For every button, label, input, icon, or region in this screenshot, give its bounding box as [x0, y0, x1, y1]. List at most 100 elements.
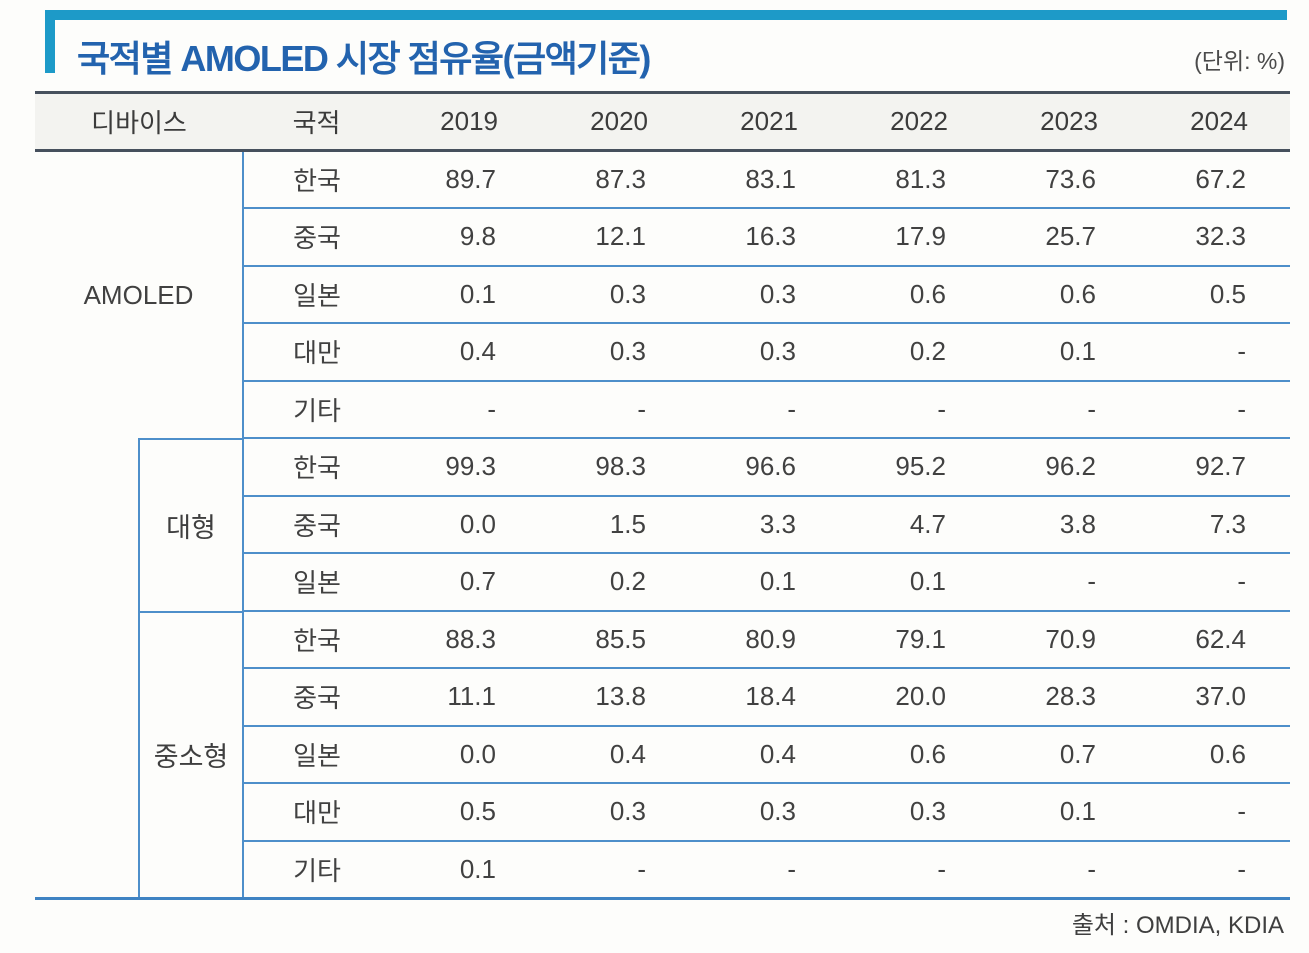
table-row: 중국 9.8 12.1 16.3 17.9 25.7 32.3 [35, 207, 1290, 266]
value-cell: 32.3 [1140, 207, 1290, 266]
value-cell: - [690, 379, 840, 438]
table-row: 기타 - - - - - - [35, 379, 1290, 438]
value-cell: 0.4 [390, 322, 540, 381]
value-cell: 85.5 [540, 609, 690, 668]
column-header-2023: 2023 [990, 91, 1140, 152]
value-cell: 1.5 [540, 494, 690, 553]
table-row: 기타 0.1 - - - - - [35, 839, 1290, 898]
value-cell: 0.3 [690, 782, 840, 841]
value-cell: 7.3 [1140, 494, 1290, 553]
table-header-row: 디바이스 국적 2019 2020 2021 2022 2023 2024 [35, 91, 1290, 152]
value-cell: 81.3 [895, 164, 946, 194]
value-cell: - [690, 839, 840, 898]
value-cell: 0.7 [390, 552, 540, 611]
nation-cell: 일본 [243, 724, 390, 783]
value-cell: 92.7 [1140, 437, 1290, 496]
value-cell: 0.1 [840, 552, 990, 611]
value-cell: 80.9 [690, 609, 840, 668]
nation-cell: 한국 [293, 166, 341, 196]
value-cell: 0.1 [990, 782, 1140, 841]
value-cell: 3.3 [690, 494, 840, 553]
value-cell: 95.2 [840, 437, 990, 496]
value-cell: 0.3 [690, 264, 840, 323]
value-cell: 96.2 [990, 437, 1140, 496]
value-cell: 16.3 [690, 207, 840, 266]
value-cell: 12.1 [540, 207, 690, 266]
value-cell: 98.3 [540, 437, 690, 496]
value-cell: 0.4 [690, 724, 840, 783]
table-row: 일본 0.1 0.3 0.3 0.6 0.6 0.5 [35, 264, 1290, 323]
value-cell: 62.4 [1140, 609, 1290, 668]
value-cell: 0.6 [840, 264, 990, 323]
value-cell: 70.9 [990, 609, 1140, 668]
value-cell: 73.6 [1045, 164, 1096, 194]
value-cell: 87.3 [595, 164, 646, 194]
value-cell: 0.5 [390, 782, 540, 841]
value-cell: 0.0 [390, 724, 540, 783]
value-cell: 0.1 [990, 322, 1140, 381]
table-row: 대만 0.5 0.3 0.3 0.3 0.1 - [35, 782, 1290, 841]
unit-label: (단위: %) [1194, 48, 1285, 74]
table-row: 대만 0.4 0.3 0.3 0.2 0.1 - [35, 322, 1290, 381]
column-header-device: 디바이스 [35, 91, 243, 152]
page-title: 국적별 AMOLED 시장 점유율(금액기준) [77, 38, 651, 79]
value-cell: 20.0 [840, 667, 990, 726]
nation-cell: 대만 [243, 322, 390, 381]
value-cell: 17.9 [840, 207, 990, 266]
value-cell: 0.1 [390, 839, 540, 898]
column-header-2021: 2021 [690, 91, 840, 152]
value-cell: 28.3 [990, 667, 1140, 726]
value-cell: 67.2 [1195, 164, 1246, 194]
value-cell: 11.1 [390, 667, 540, 726]
source-label: 출처 : OMDIA, KDIA [1071, 912, 1284, 939]
value-cell: 3.8 [990, 494, 1140, 553]
value-cell: 99.3 [390, 437, 540, 496]
value-cell: - [1140, 552, 1290, 611]
value-cell: 0.0 [390, 494, 540, 553]
value-cell: 0.6 [990, 264, 1140, 323]
nation-cell: 중국 [243, 667, 390, 726]
nation-cell: 일본 [243, 552, 390, 611]
value-cell: 79.1 [840, 609, 990, 668]
value-cell: - [540, 379, 690, 438]
value-cell: 0.2 [840, 322, 990, 381]
value-cell: 0.6 [840, 724, 990, 783]
value-cell: - [1140, 782, 1290, 841]
value-cell: 83.1 [745, 164, 796, 194]
nation-cell: 일본 [243, 264, 390, 323]
nation-cell: 한국 [243, 609, 390, 668]
value-cell: 88.3 [390, 609, 540, 668]
value-cell: - [540, 839, 690, 898]
nation-cell: 대만 [243, 782, 390, 841]
value-cell: 0.1 [690, 552, 840, 611]
column-header-2022: 2022 [840, 91, 990, 152]
table-row: 대형 한국 99.3 98.3 96.6 95.2 96.2 92.7 [35, 437, 1290, 611]
value-cell: 13.8 [540, 667, 690, 726]
table-row: 중소형 한국 88.3 85.5 80.9 79.1 70.9 62.4 [35, 609, 1290, 898]
device-cell-large: 대형 [35, 438, 244, 611]
value-cell: - [1140, 839, 1290, 898]
value-cell: 9.8 [390, 207, 540, 266]
value-cell: 89.7 [445, 164, 496, 194]
value-cell: 0.3 [540, 782, 690, 841]
value-cell: 0.7 [990, 724, 1140, 783]
value-cell: 0.3 [540, 264, 690, 323]
value-cell: 0.3 [690, 322, 840, 381]
nation-cell: 기타 [243, 839, 390, 898]
value-cell: 4.7 [840, 494, 990, 553]
value-cell: - [840, 839, 990, 898]
value-cell: - [990, 552, 1140, 611]
device-group-box: 대형 [138, 438, 242, 611]
nation-cell: 기타 [243, 379, 390, 438]
value-cell: 0.1 [390, 264, 540, 323]
table-row: 일본 0.0 0.4 0.4 0.6 0.7 0.6 [35, 724, 1290, 783]
title-accent-bracket [45, 10, 1287, 73]
value-cell: 96.6 [690, 437, 840, 496]
device-cell-small-medium: 중소형 [35, 610, 244, 898]
value-cell: 0.4 [540, 724, 690, 783]
value-cell: - [990, 839, 1140, 898]
value-cell: - [990, 379, 1140, 438]
value-cell: - [1140, 379, 1290, 438]
value-cell: 25.7 [990, 207, 1140, 266]
